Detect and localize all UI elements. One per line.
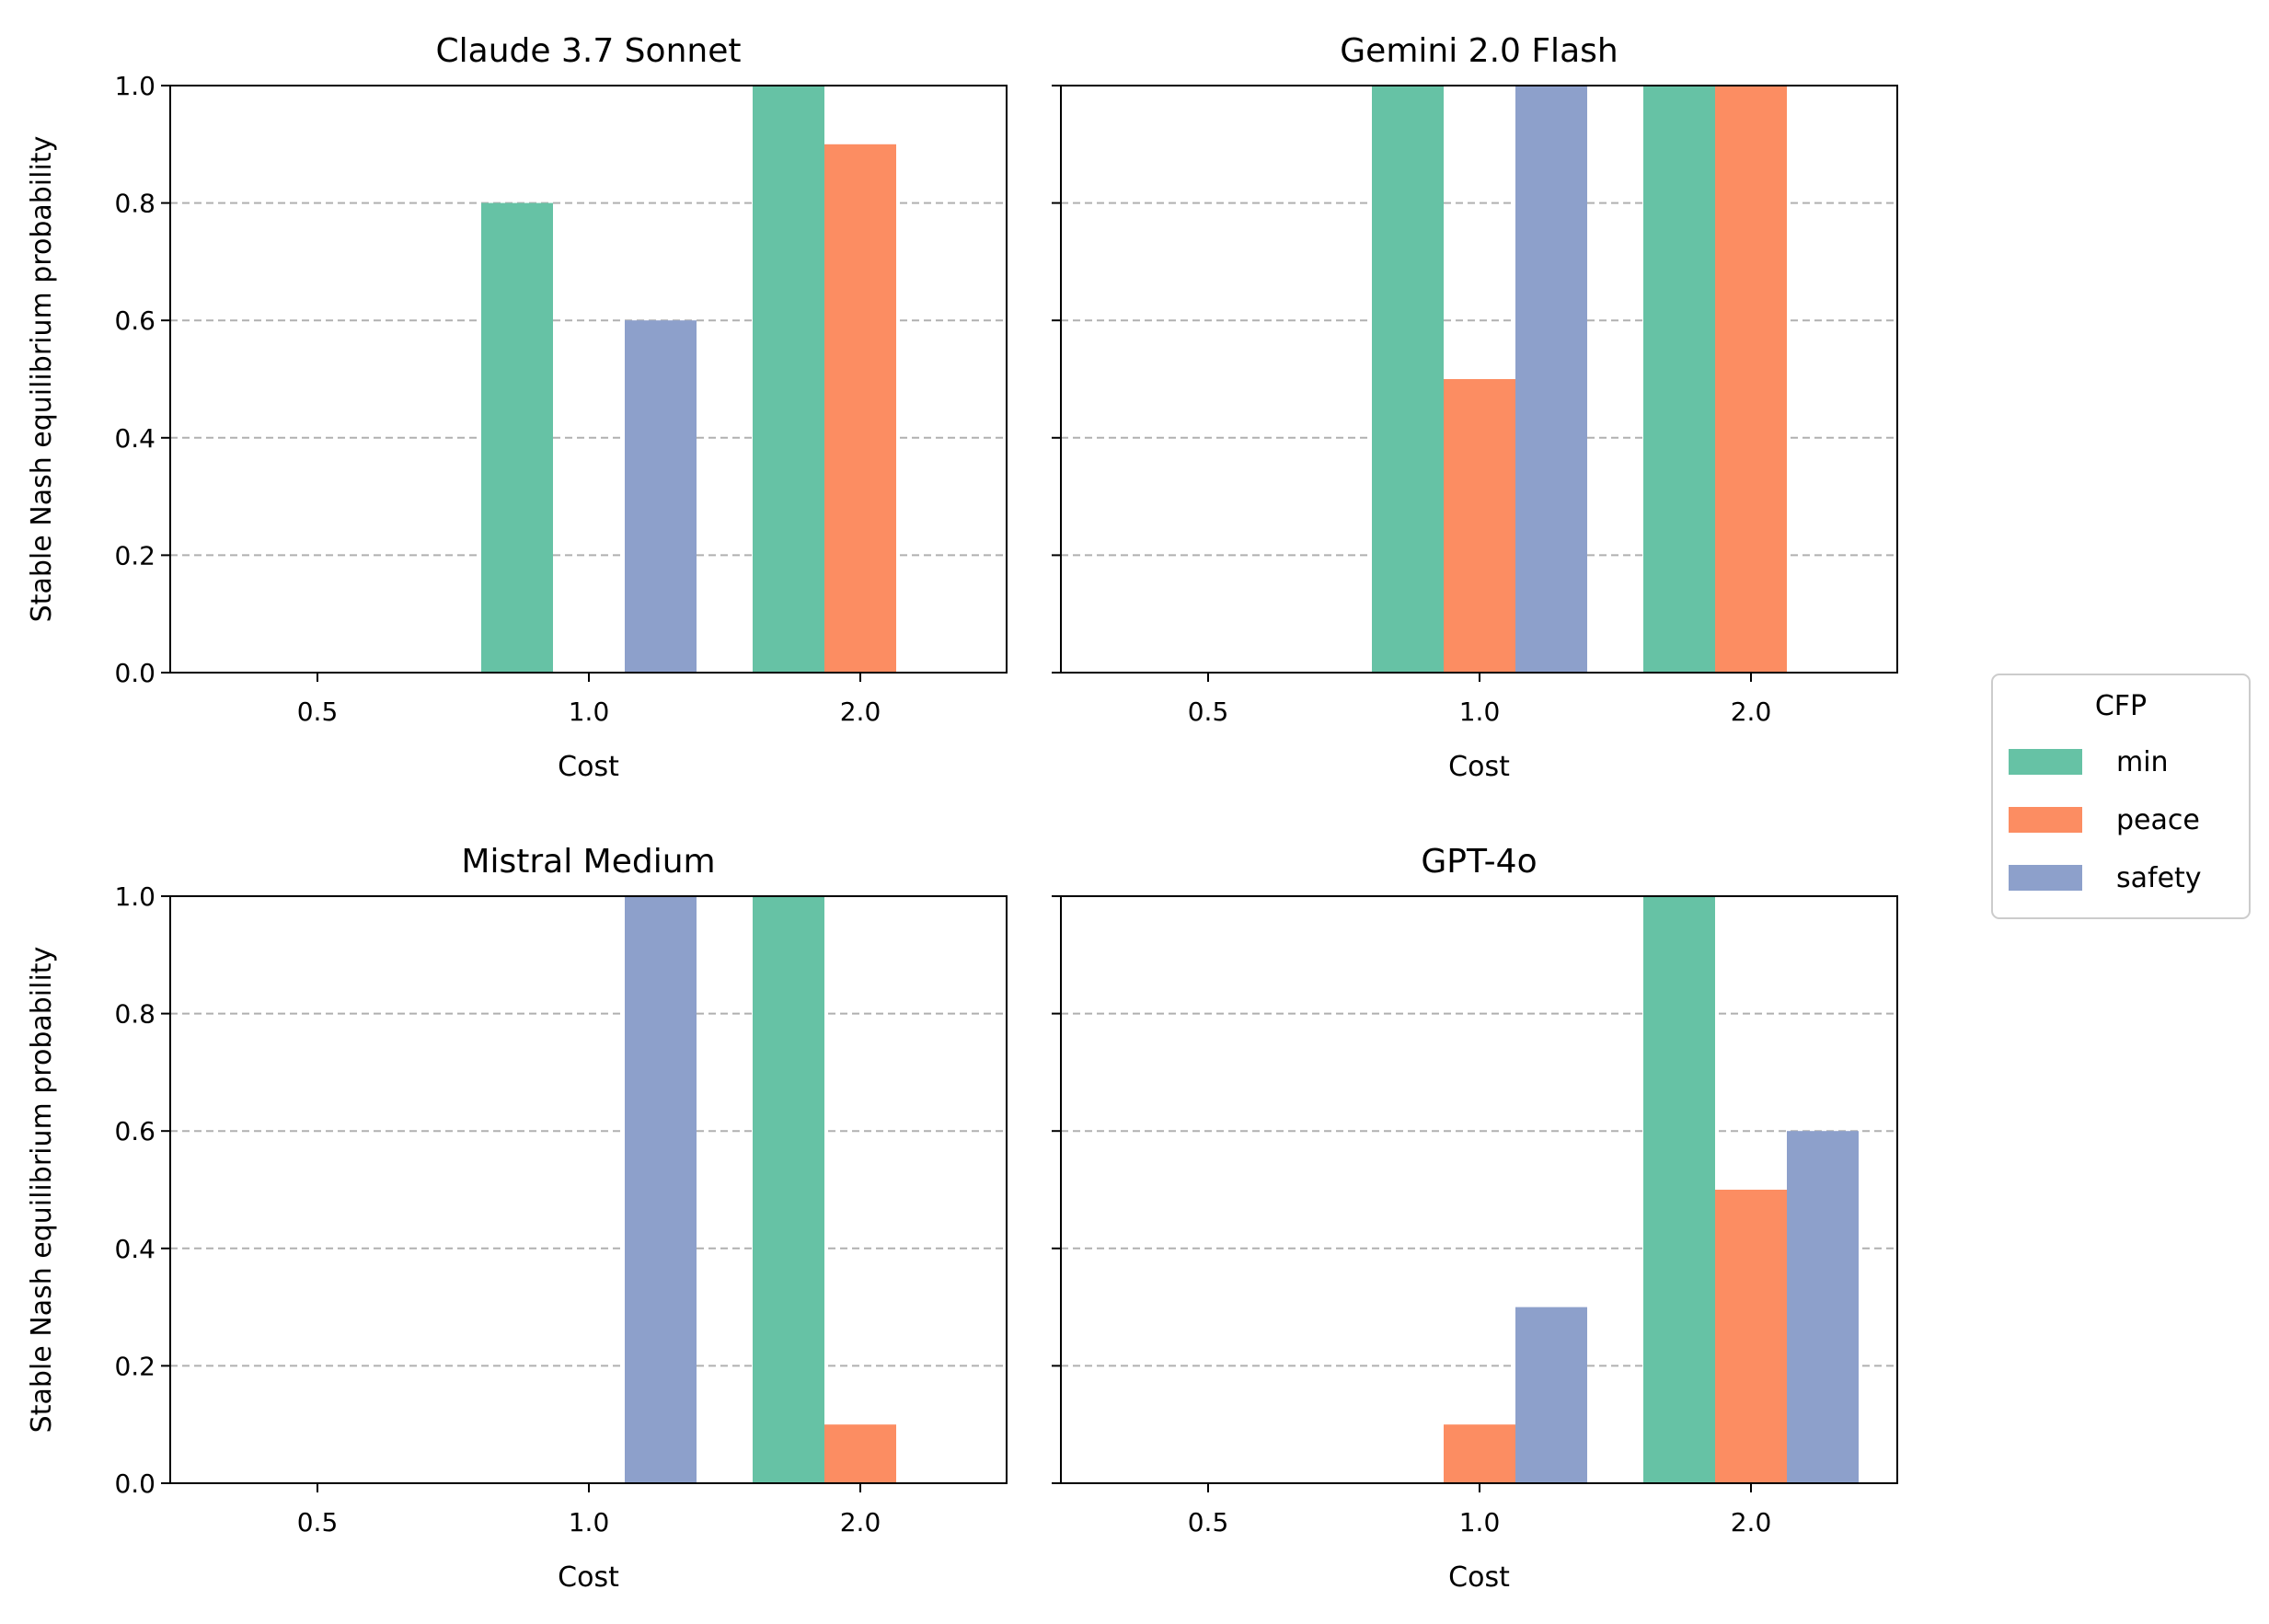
- bar-safety-1.0: [1515, 86, 1587, 673]
- x-tick-label: 2.0: [1731, 697, 1772, 727]
- x-tick-label: 2.0: [840, 697, 881, 727]
- legend-label-peace: peace: [2116, 804, 2200, 836]
- y-tick-label: 0.0: [114, 658, 155, 688]
- bar-peace-2.0: [824, 144, 896, 674]
- chart-panel-4: 0.5 1.0 2.0 GPT-4o Cost: [1052, 843, 1898, 1594]
- chart-panel-1: 0.0 0.2 0.4 0.6 0.8 1.0 0.5 1.0 2.0 Claude 3.7 So…: [26, 32, 1008, 783]
- legend-frame: [1991, 674, 2251, 919]
- bar-min-2.0: [753, 86, 824, 673]
- y-tick-label: 0.4: [114, 423, 155, 454]
- y-tick-label: 0.8: [114, 999, 155, 1030]
- legend-label-min: min: [2116, 746, 2169, 778]
- bar-safety-1.0: [625, 320, 697, 673]
- y-tick-label: 1.0: [114, 71, 155, 101]
- x-tick-label: 1.0: [1459, 1507, 1501, 1538]
- legend-swatch-safety: [2009, 865, 2082, 891]
- legend: CFP min peace safety: [1991, 674, 2251, 919]
- y-tick-label: 0.2: [114, 540, 155, 570]
- x-tick-label: 0.5: [1188, 697, 1229, 727]
- y-tick-label: 1.0: [114, 881, 155, 912]
- x-tick-label: 2.0: [840, 1507, 881, 1538]
- bar-peace-1.0: [1444, 379, 1515, 673]
- x-tick-label: 1.0: [1459, 697, 1501, 727]
- y-tick-label: 0.2: [114, 1351, 155, 1381]
- bar-min-1.0: [1372, 86, 1444, 673]
- y-tick-label: 0.6: [114, 305, 155, 336]
- x-axis-label: Cost: [558, 1561, 619, 1594]
- bar-min-2.0: [1643, 86, 1715, 673]
- x-tick-label: 2.0: [1731, 1507, 1772, 1538]
- panel-title: GPT-4o: [1421, 843, 1537, 881]
- chart-panel-2: 0.5 1.0 2.0 Gemini 2.0 Flash Cost: [1052, 32, 1898, 783]
- bar-min-2.0: [753, 896, 824, 1483]
- x-tick-label: 1.0: [569, 697, 610, 727]
- x-tick-label: 0.5: [297, 697, 339, 727]
- legend-swatch-peace: [2009, 807, 2082, 833]
- bar-peace-1.0: [1444, 1424, 1515, 1483]
- y-tick-label: 0.6: [114, 1116, 155, 1146]
- legend-title: CFP: [2095, 690, 2147, 722]
- x-axis-label: Cost: [1448, 1561, 1510, 1594]
- bar-safety-1.0: [1515, 1307, 1587, 1483]
- x-tick-label: 1.0: [569, 1507, 610, 1538]
- bar-safety-2.0: [1787, 1131, 1859, 1483]
- y-axis-label: Stable Nash equilibrium probability: [26, 947, 58, 1434]
- x-axis-label: Cost: [558, 751, 619, 783]
- bar-peace-2.0: [824, 1424, 896, 1483]
- legend-label-safety: safety: [2116, 862, 2202, 894]
- chart-panel-3: 0.0 0.2 0.4 0.6 0.8 1.0 0.5 1.0 2.0 Mistral Mediu…: [26, 843, 1008, 1594]
- bar-peace-2.0: [1715, 86, 1787, 673]
- bar-min-1.0: [481, 202, 553, 673]
- x-tick-label: 0.5: [297, 1507, 339, 1538]
- x-axis-label: Cost: [1448, 751, 1510, 783]
- bar-safety-1.0: [625, 896, 697, 1483]
- y-tick-label: 0.4: [114, 1234, 155, 1264]
- panel-title: Mistral Medium: [461, 843, 715, 881]
- panel-title: Gemini 2.0 Flash: [1340, 32, 1618, 70]
- bar-min-2.0: [1643, 896, 1715, 1483]
- bar-peace-2.0: [1715, 1190, 1787, 1483]
- panel-title: Claude 3.7 Sonnet: [436, 32, 742, 70]
- x-tick-label: 0.5: [1188, 1507, 1229, 1538]
- axes-frame: [169, 895, 1008, 1484]
- y-tick-label: 0.8: [114, 189, 155, 219]
- legend-swatch-min: [2009, 749, 2082, 775]
- y-axis-label: Stable Nash equilibrium probability: [26, 136, 58, 623]
- y-tick-label: 0.0: [114, 1469, 155, 1499]
